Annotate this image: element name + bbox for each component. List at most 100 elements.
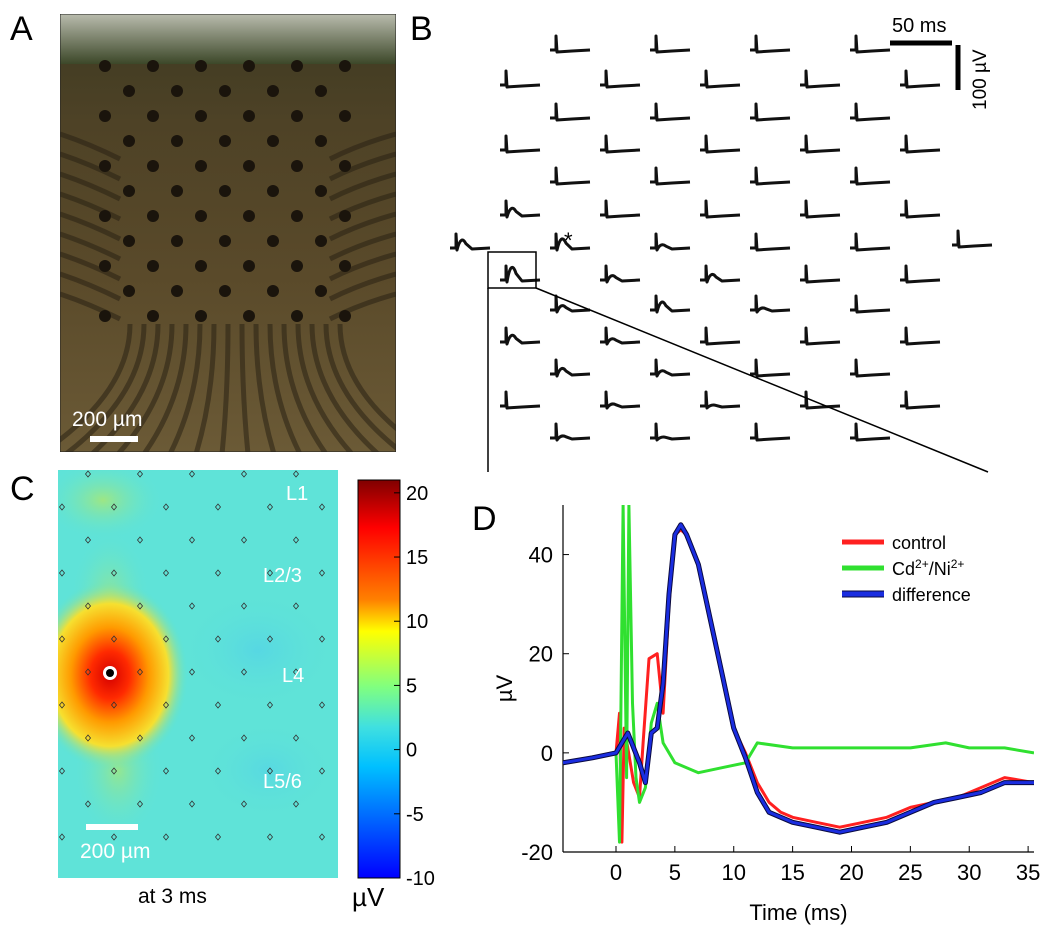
electrode-marker: [188, 470, 196, 478]
lfp-trace: [800, 69, 841, 89]
electrode-dot: [267, 285, 279, 297]
series-line-1: [563, 505, 1034, 844]
scale-bar: [90, 436, 138, 442]
lfp-trace: [800, 264, 841, 284]
y-tick-label: 20: [529, 642, 553, 667]
electrode-marker: [110, 701, 118, 709]
electrode-marker: [240, 602, 248, 610]
electrode-dot: [147, 210, 159, 222]
electrode-dot: [219, 235, 231, 247]
lfp-trace: [650, 232, 691, 252]
electrode-dot: [291, 260, 303, 272]
lfp-trace: [750, 166, 791, 186]
x-tick-label: 5: [669, 860, 681, 885]
lfp-trace: [700, 326, 741, 346]
electrode-marker: [318, 569, 326, 577]
series-line-2: [563, 523, 1034, 834]
electrode-dot: [315, 135, 327, 147]
panel-a-letter: A: [10, 10, 33, 48]
electrode-marker: [162, 503, 170, 511]
lfp-trace: [800, 390, 841, 410]
electrode-marker: [110, 503, 118, 511]
lfp-trace: [700, 264, 741, 284]
electrode-marker: [58, 569, 66, 577]
electrode-marker: [318, 833, 326, 841]
lfp-trace: [952, 229, 993, 249]
electrode-marker: [84, 536, 92, 544]
electrode-dot: [123, 135, 135, 147]
electrode-dot: [339, 160, 351, 172]
electrode-marker: [162, 833, 170, 841]
electrode-dot: [99, 60, 111, 72]
electrode-dot: [147, 110, 159, 122]
electrode-marker: [318, 701, 326, 709]
lfp-trace: [450, 232, 491, 252]
electrode-marker: [318, 635, 326, 643]
colorbar: 20 15 10 5 0 -5 -10: [357, 479, 435, 890]
lfp-trace: [750, 102, 791, 122]
electrode-marker: [110, 569, 118, 577]
electrode-marker: [110, 833, 118, 841]
electrode-dot: [171, 85, 183, 97]
lfp-trace: [650, 102, 691, 122]
electrode-dot: [267, 235, 279, 247]
electrode-marker: [240, 668, 248, 676]
x-tick-label: 0: [610, 860, 622, 885]
lfp-trace: [550, 34, 591, 54]
lfp-trace: [850, 232, 891, 252]
electrode-marker: [266, 833, 274, 841]
lfp-trace: [750, 422, 791, 442]
electrode-marker: [188, 536, 196, 544]
electrode-dot: [243, 110, 255, 122]
lfp-trace: [850, 294, 891, 314]
colorbar-tick-label: 5: [406, 675, 417, 697]
layer-label-l4: L4: [282, 665, 304, 687]
lfp-trace: [700, 134, 741, 154]
electrode-dot: [339, 260, 351, 272]
lfp-trace: [850, 358, 891, 378]
lfp-trace: [600, 390, 641, 410]
electrode-dot: [315, 235, 327, 247]
electrode-dot: [99, 210, 111, 222]
electrode-dot: [291, 210, 303, 222]
electrode-marker: [240, 536, 248, 544]
electrode-marker: [84, 734, 92, 742]
electrode-dot: [147, 310, 159, 322]
colorbar-tick-label: -5: [406, 804, 424, 826]
electrode-marker: [214, 701, 222, 709]
lfp-trace: [550, 294, 591, 314]
colorbar-tick-label: -10: [406, 868, 435, 890]
electrode-dot: [267, 135, 279, 147]
electrode-marker: [136, 800, 144, 808]
lfp-trace: [550, 166, 591, 186]
legend-label: difference: [892, 585, 971, 605]
lfp-trace: [900, 264, 941, 284]
scale-bar-label: 200 µm: [72, 408, 142, 431]
lfp-trace: [850, 422, 891, 442]
electrode-marker: [136, 536, 144, 544]
electrode-dot: [99, 260, 111, 272]
lfp-trace: [650, 294, 691, 314]
lfp-trace: [600, 199, 641, 219]
electrode-marker: [58, 503, 66, 511]
electrode-marker: [136, 470, 144, 478]
colorbar-unit: µV: [352, 882, 385, 912]
lfp-trace: [500, 134, 541, 154]
electrode-marker: [188, 734, 196, 742]
lfp-trace: [550, 102, 591, 122]
electrode-marker: [84, 800, 92, 808]
electrode-dot: [123, 185, 135, 197]
lfp-trace: [700, 199, 741, 219]
y-tick-label: 0: [541, 741, 553, 766]
lfp-trace: [650, 358, 691, 378]
electrode-dot: [123, 85, 135, 97]
lfp-trace: [650, 166, 691, 186]
lfp-trace: [800, 199, 841, 219]
lfp-trace: [750, 232, 791, 252]
lfp-trace: [700, 390, 741, 410]
x-tick-label: 20: [839, 860, 863, 885]
asterisk-marker: *: [564, 228, 573, 253]
electrode-marker: [214, 569, 222, 577]
lfp-trace: [850, 102, 891, 122]
electrode-array-photo: 200 µm: [60, 14, 396, 452]
